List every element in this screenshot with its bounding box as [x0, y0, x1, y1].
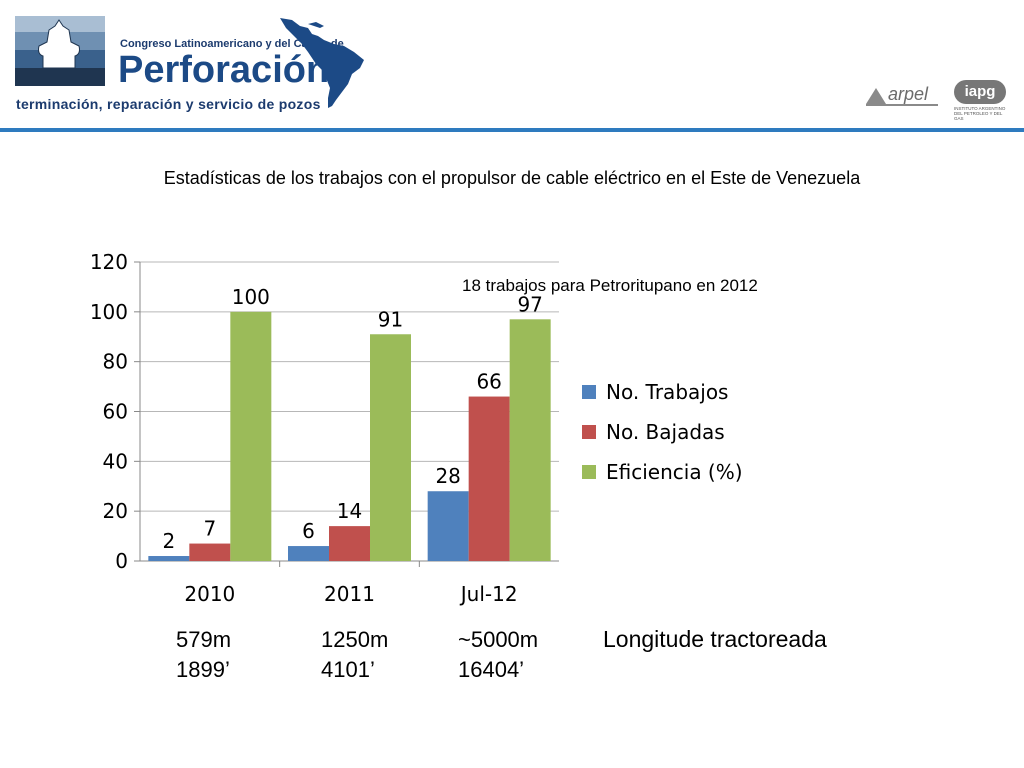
legend-item-bajadas: No. Bajadas	[582, 412, 743, 452]
chart-annotation: 18 trabajos para Petroritupano en 2012	[462, 276, 758, 295]
y-tick-label: 0	[115, 549, 128, 573]
legend-swatch	[582, 385, 596, 399]
bar	[230, 311, 272, 561]
length-feet: 4101’	[321, 657, 375, 682]
data-label: 6	[302, 519, 315, 543]
slide-title: Estadísticas de los trabajos con el prop…	[163, 168, 861, 188]
iapg-logo-subtitle: INSTITUTO ARGENTINO DEL PETROLEO Y DEL G…	[954, 106, 1006, 121]
data-label: 14	[337, 499, 362, 523]
data-label: 66	[476, 370, 501, 394]
legend-item-eficiencia: Eficiencia (%)	[582, 452, 743, 492]
brand-subtitle: terminación, reparación y servicio de po…	[16, 96, 321, 112]
length-meters: ~5000m	[458, 627, 539, 652]
congress-line: Congreso Latinoamericano y del Caribe de	[120, 38, 344, 50]
y-tick-label: 100	[90, 300, 128, 324]
bar	[427, 491, 469, 561]
length-meters: 579m	[176, 627, 232, 652]
data-label: 7	[203, 517, 216, 541]
bar	[148, 556, 190, 561]
legend-label: No. Trabajos	[606, 380, 729, 404]
x-tick-label: 2011	[324, 582, 375, 606]
conference-logo	[15, 16, 105, 86]
y-tick-label: 20	[103, 499, 128, 523]
y-tick-label: 80	[103, 350, 128, 374]
lengths-label: Longitude tractoreada	[603, 626, 827, 652]
bar	[189, 543, 231, 561]
bar-chart: 0 20 40 60 80 100 120 2 7 100 2010 6 14 91 2011 28 66 97 J…	[90, 250, 559, 606]
bar	[509, 319, 551, 561]
brand-title: Perforación	[118, 49, 330, 91]
data-label: 28	[435, 464, 460, 488]
legend-swatch	[582, 465, 596, 479]
x-tick-label: Jul-12	[459, 582, 518, 606]
bar	[370, 334, 411, 561]
length-feet: 16404’	[458, 657, 525, 682]
bar	[288, 546, 329, 561]
legend-swatch	[582, 425, 596, 439]
latin-america-map-icon	[280, 18, 364, 108]
iapg-logo: iapg	[954, 80, 1006, 104]
data-label: 91	[378, 307, 403, 331]
y-tick-label: 40	[103, 449, 128, 473]
arpel-logo-icon	[866, 88, 938, 106]
data-label: 97	[517, 292, 542, 316]
legend-item-trabajos: No. Trabajos	[582, 372, 743, 412]
header-divider	[0, 128, 1024, 132]
x-tick-label: 2010	[184, 582, 235, 606]
y-tick-label: 120	[90, 250, 128, 274]
data-label: 100	[232, 285, 270, 309]
length-feet: 1899’	[176, 657, 230, 682]
bar	[329, 526, 370, 561]
arpel-logo-text: arpel	[888, 84, 929, 104]
slide-header: Congreso Latinoamericano y del Caribe de…	[0, 0, 1024, 134]
chart-legend: No. Trabajos No. Bajadas Eficiencia (%)	[582, 372, 743, 492]
length-2011: 1250m 4101’	[321, 625, 388, 685]
length-jul12: ~5000m 16404’	[458, 625, 538, 685]
y-tick-label: 60	[103, 400, 128, 424]
legend-label: No. Bajadas	[606, 420, 725, 444]
bar	[468, 396, 510, 561]
length-2010: 579m 1899’	[176, 625, 231, 685]
length-meters: 1250m	[321, 627, 389, 652]
data-label: 2	[162, 529, 175, 553]
legend-label: Eficiencia (%)	[606, 460, 743, 484]
